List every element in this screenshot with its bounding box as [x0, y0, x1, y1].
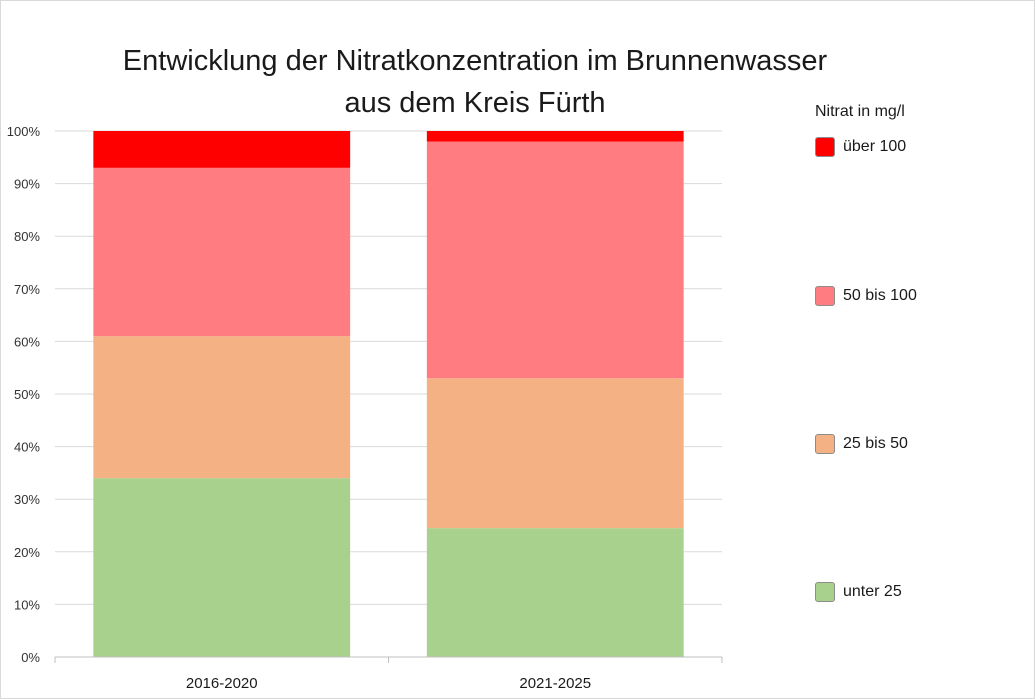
legend-label: über 100 [843, 138, 907, 155]
legend-swatch [815, 582, 835, 602]
legend-swatch [815, 137, 835, 157]
chart-title-line-2: aus dem Kreis Fürth [344, 87, 606, 119]
bar-segment [93, 167, 351, 337]
bar-segment [93, 336, 351, 479]
bar-segment [426, 528, 684, 657]
y-tick-labels: 0% 10% 20% 30% 40% 50% 60% 70% 80% 90% 100% [7, 124, 41, 665]
legend-label: 50 bis 100 [843, 287, 917, 304]
bar-segment [93, 131, 351, 168]
y-tick-label: 40% [14, 440, 40, 455]
legend-label: unter 25 [843, 583, 902, 600]
y-tick-label: 0% [21, 650, 40, 665]
y-tick-label: 10% [14, 597, 40, 612]
legend-swatch [815, 286, 835, 306]
y-tick-label: 80% [14, 229, 40, 244]
y-tick-label: 70% [14, 282, 40, 297]
y-tick-label: 60% [14, 334, 40, 349]
chart-title: Entwicklung der Nitratkonzentration im B… [60, 40, 890, 124]
x-category-label: 2016-2020 [186, 675, 258, 692]
legend-label: 25 bis 50 [843, 435, 908, 452]
x-category-label: 2021-2025 [519, 675, 591, 692]
legend-title: Nitrat in mg/l [815, 103, 905, 120]
legend-item: 25 bis 50 [815, 432, 908, 456]
y-tick-label: 90% [14, 177, 40, 192]
bar-segment [426, 141, 684, 379]
y-tick-label: 20% [14, 545, 40, 560]
chart-title-line-1: Entwicklung der Nitratkonzentration im B… [122, 45, 828, 77]
axes [54, 656, 723, 663]
legend-swatch [815, 434, 835, 454]
x-category-labels: 2016-2020 2021-2025 [186, 675, 591, 692]
bar-segment [426, 131, 684, 142]
legend-item: über 100 [815, 135, 906, 159]
y-tick-label: 50% [14, 387, 40, 402]
legend-item: unter 25 [815, 580, 902, 604]
y-tick-label: 30% [14, 492, 40, 507]
y-tick-label: 100% [7, 124, 41, 139]
bars [93, 131, 684, 657]
bar-segment [426, 378, 684, 529]
legend-item: 50 bis 100 [815, 284, 917, 308]
bar-segment [93, 478, 351, 657]
